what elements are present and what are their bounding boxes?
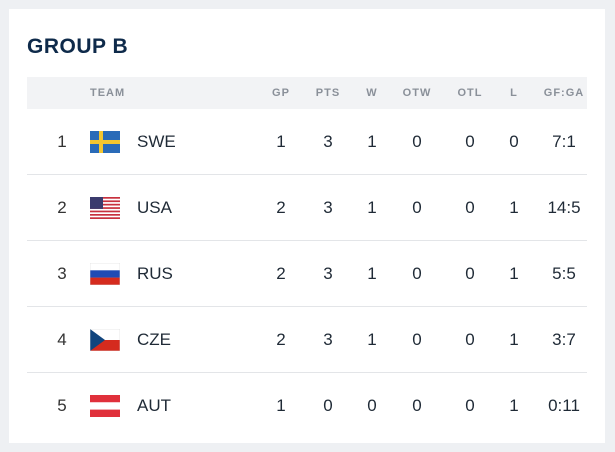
czech-flag-icon [90,329,120,351]
goals-for-against: 3:7 [552,330,576,349]
usa-flag-icon [90,197,120,219]
points: 3 [323,198,333,217]
games-played: 1 [276,396,286,415]
losses: 1 [509,198,519,217]
losses: 0 [509,132,519,151]
table-row[interactable]: 1 SWE 1 3 1 0 0 0 7:1 [27,109,587,175]
column-header-gp[interactable]: GP [272,87,290,99]
table-row[interactable]: 2 USA 2 3 1 0 0 1 14:5 [27,175,587,241]
games-played: 2 [276,264,286,283]
overtime-losses: 0 [465,132,475,151]
rank: 5 [57,396,67,415]
goals-for-against: 7:1 [552,132,576,151]
team-name[interactable]: RUS [137,264,173,283]
rank: 1 [57,132,67,151]
table-header: TEAM GP PTS W OTW OTL L GF:GA [27,77,587,109]
russia-flag-icon [90,263,120,285]
overtime-wins: 0 [412,198,422,217]
games-played: 1 [276,132,286,151]
rank: 4 [57,330,67,349]
goals-for-against: 5:5 [552,264,576,283]
overtime-losses: 0 [465,396,475,415]
team-name[interactable]: CZE [137,330,171,349]
overtime-losses: 0 [465,198,475,217]
rank: 3 [57,264,67,283]
losses: 1 [509,264,519,283]
rank: 2 [57,198,67,217]
wins: 0 [367,396,377,415]
overtime-losses: 0 [465,264,475,283]
points: 3 [323,330,333,349]
sweden-flag-icon [90,131,120,153]
losses: 1 [509,396,519,415]
team-name[interactable]: AUT [137,396,171,415]
column-header-pts[interactable]: PTS [315,87,341,99]
goals-for-against: 14:5 [547,198,581,217]
table-row[interactable]: 3 RUS 2 3 1 0 0 1 5:5 [27,241,587,307]
wins: 1 [367,198,377,217]
column-header-otw[interactable]: OTW [402,87,432,99]
column-header-l[interactable]: L [510,87,518,99]
games-played: 2 [276,330,286,349]
overtime-wins: 0 [412,396,422,415]
austria-flag-icon [90,395,120,417]
overtime-losses: 0 [465,330,475,349]
table-row[interactable]: 5 AUT 1 0 0 0 0 1 0:11 [27,373,587,439]
column-header-team[interactable]: TEAM [90,87,126,99]
points: 0 [323,396,333,415]
column-header-otl[interactable]: OTL [457,87,483,99]
wins: 1 [367,132,377,151]
goals-for-against: 0:11 [548,396,580,415]
standings-card: GROUP B TEAM GP PTS W OTW OTL L GF:GA 1 … [9,9,605,443]
group-title: GROUP B [27,35,129,58]
team-name[interactable]: SWE [137,132,176,151]
wins: 1 [367,264,377,283]
wins: 1 [367,330,377,349]
column-header-w[interactable]: W [366,87,378,99]
losses: 1 [509,330,519,349]
overtime-wins: 0 [412,132,422,151]
table-row[interactable]: 4 CZE 2 3 1 0 0 1 3:7 [27,307,587,373]
points: 3 [323,264,333,283]
points: 3 [323,132,333,151]
games-played: 2 [276,198,286,217]
column-header-gfga[interactable]: GF:GA [543,87,585,99]
team-name[interactable]: USA [137,198,172,217]
overtime-wins: 0 [412,264,422,283]
overtime-wins: 0 [412,330,422,349]
